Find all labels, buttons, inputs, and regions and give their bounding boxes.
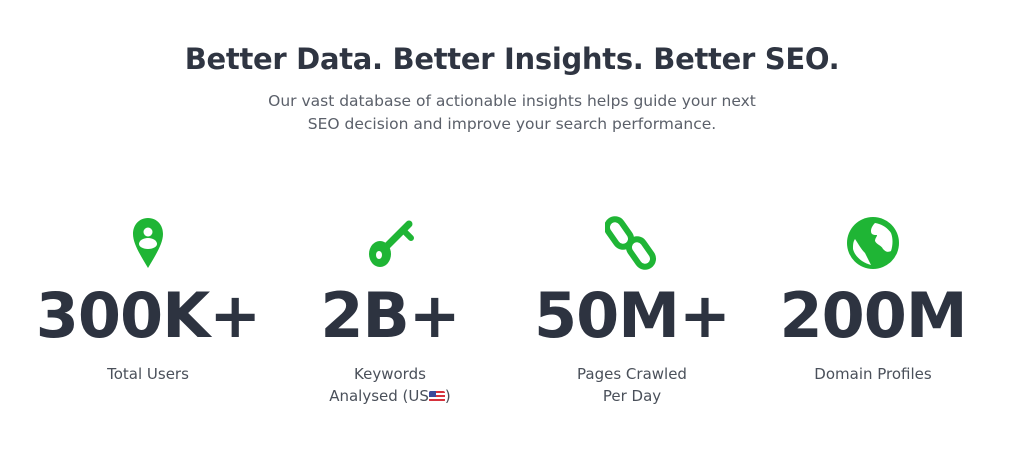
stat-pages-crawled: 50M+ Pages Crawled Per Day xyxy=(512,215,752,407)
link-icon xyxy=(512,215,752,271)
stat-label: Total Users xyxy=(107,365,189,383)
stat-label: Pages Crawled Per Day xyxy=(577,365,687,405)
stat-value: 50M+ xyxy=(534,279,731,352)
key-icon xyxy=(270,215,510,271)
stat-total-users: 300K+ Total Users xyxy=(28,215,268,385)
stat-value: 2B+ xyxy=(320,279,460,352)
stat-label: Keywords Analysed (US) xyxy=(329,365,451,405)
stat-keywords: 2B+ Keywords Analysed (US) xyxy=(270,215,510,407)
globe-icon xyxy=(753,215,993,271)
page-subtitle: Our vast database of actionable insights… xyxy=(268,92,756,133)
stat-label: Domain Profiles xyxy=(814,365,932,383)
stat-domain-profiles: 200M Domain Profiles xyxy=(753,215,993,385)
stat-value: 300K+ xyxy=(35,279,261,352)
stat-value: 200M xyxy=(779,279,967,352)
page-title: Better Data. Better Insights. Better SEO… xyxy=(184,42,840,76)
us-flag-icon xyxy=(428,391,445,402)
user-pin-icon xyxy=(28,215,268,271)
